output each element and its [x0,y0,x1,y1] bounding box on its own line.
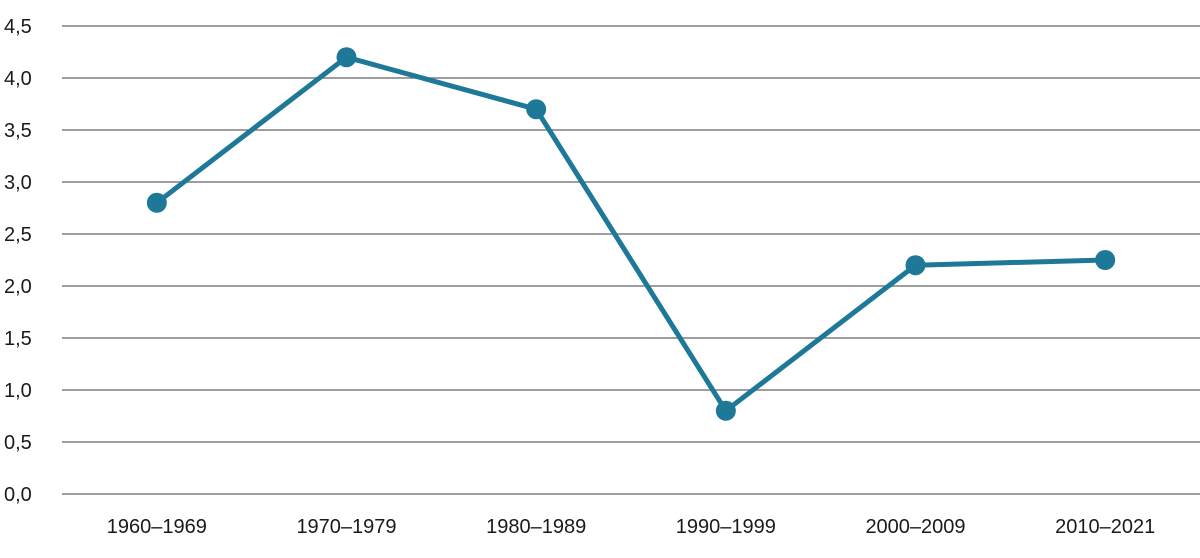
y-axis-tick-label: 2,0 [4,276,32,298]
y-axis-tick-label: 3,0 [4,172,32,194]
data-point-marker [905,255,926,276]
data-point-marker [146,192,167,213]
x-axis-category-label: 2000–2009 [865,516,965,538]
y-axis-tick-label: 3,5 [4,120,32,142]
y-axis-tick-label: 4,0 [4,68,32,90]
x-axis-category-label: 1990–1999 [676,516,776,538]
y-axis-tick-label: 1,5 [4,328,32,350]
x-axis-category-label: 1960–1969 [107,516,207,538]
y-axis-tick-label: 2,5 [4,224,32,246]
data-point-marker [526,99,547,120]
y-axis-tick-label: 4,5 [4,16,32,38]
x-axis-category-label: 2010–2021 [1055,516,1155,538]
data-point-marker [336,47,357,68]
y-axis-tick-label: 0,5 [4,432,32,454]
x-axis-category-label: 1970–1979 [296,516,396,538]
data-point-marker [1095,250,1116,270]
data-point-marker [715,400,736,421]
y-axis-tick-label: 0,0 [4,484,32,506]
x-axis-category-label: 1980–1989 [486,516,586,538]
y-axis-tick-label: 1,0 [4,380,32,402]
trend-line [154,54,1108,414]
